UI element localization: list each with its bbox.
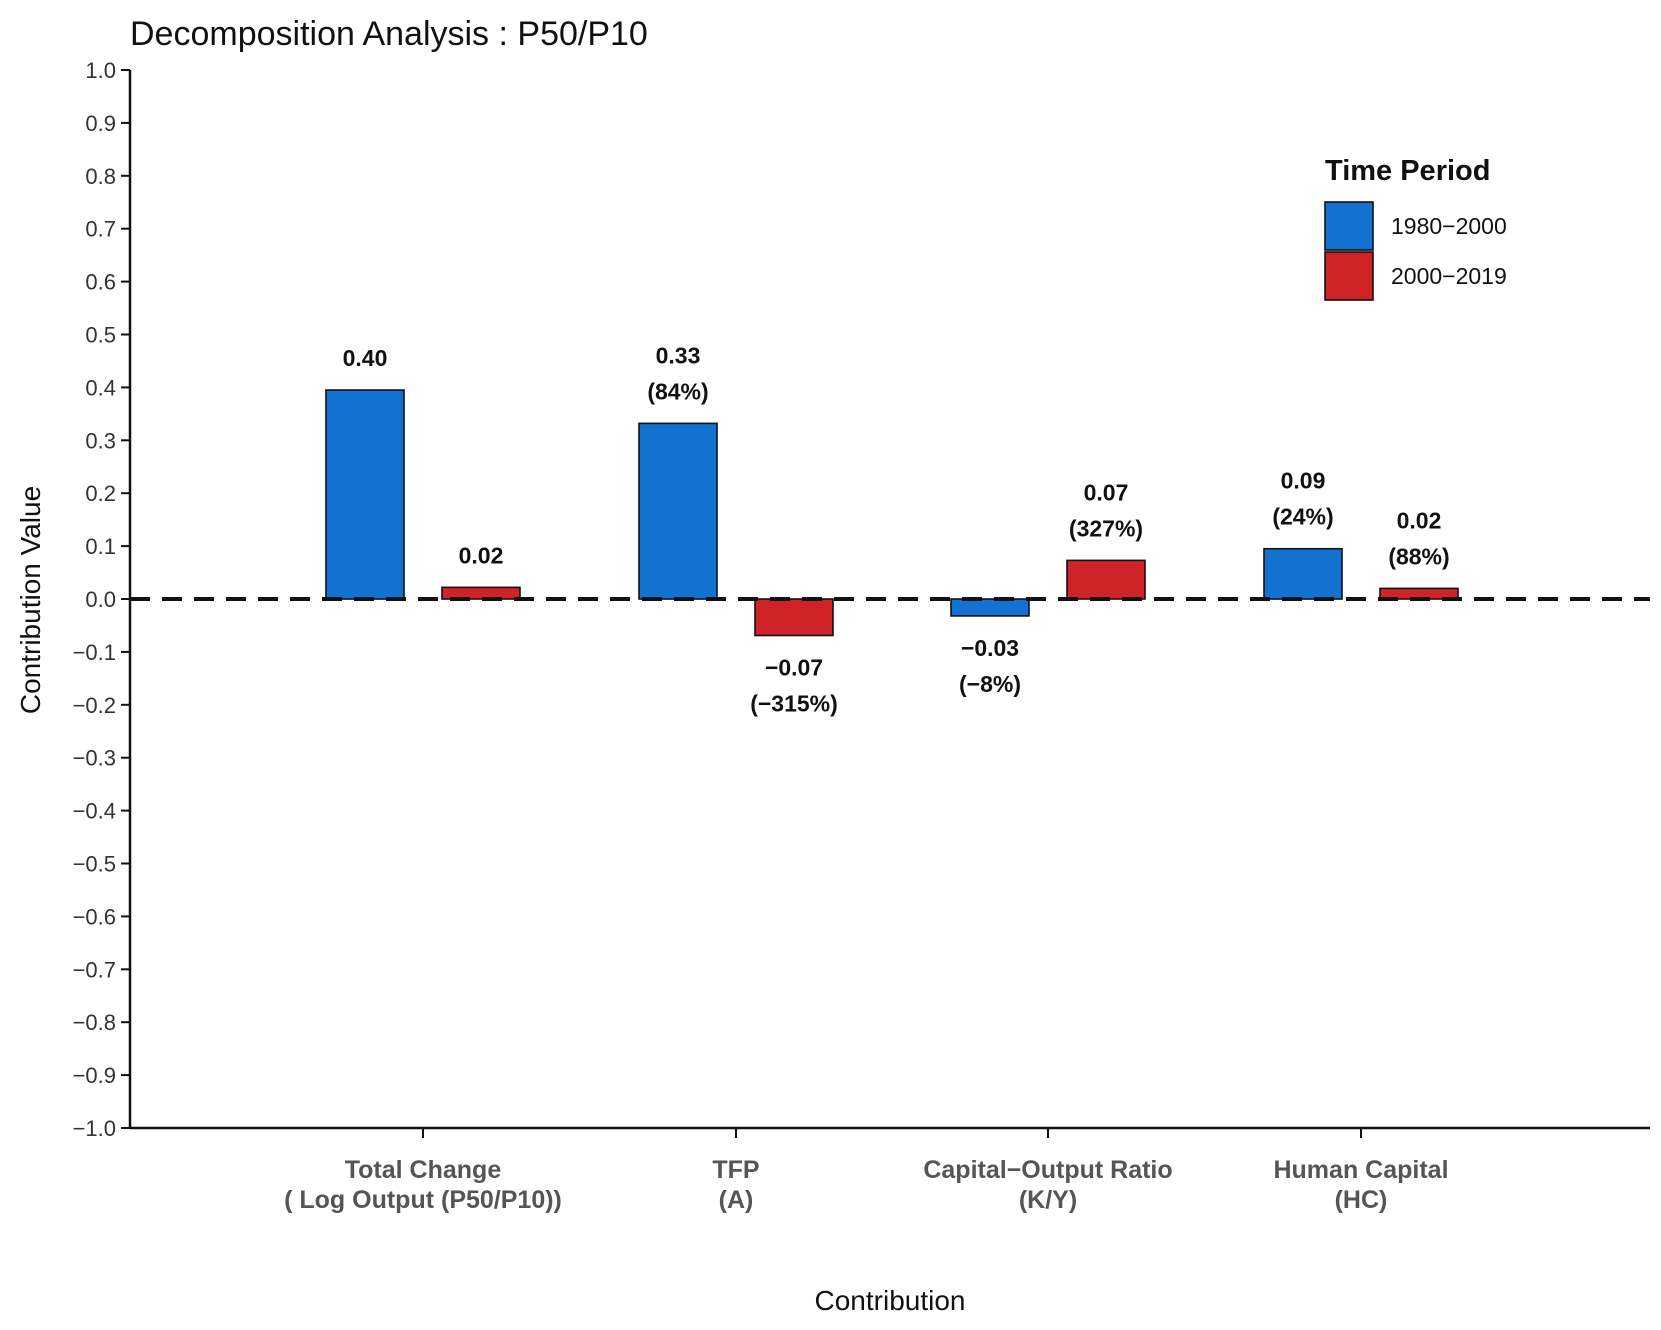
chart-title: Decomposition Analysis : P50/P10 [130, 15, 648, 53]
bar [638, 422, 718, 600]
y-tick-label: −0.5 [73, 852, 116, 877]
y-tick-label: 0.2 [85, 481, 116, 506]
y-tick-label: 0.7 [85, 217, 116, 242]
y-tick-label: 0.9 [85, 111, 116, 136]
y-tick-label: 0.1 [85, 534, 116, 559]
data-label: 0.33 (84%) [647, 342, 708, 404]
x-axis: Total Change( Log Output (P50/P10)) TFP (A… [130, 1126, 1650, 1214]
data-label: −0.03 (−8%) [959, 635, 1021, 697]
legend-label: 1980−2000 [1391, 213, 1507, 239]
x-tick-label: Human Capital (HC) [1273, 1156, 1448, 1214]
y-tick-label: −0.9 [73, 1063, 116, 1088]
y-tick-label: 0.3 [85, 428, 116, 453]
legend-swatch [1324, 251, 1374, 301]
bars [130, 389, 1650, 637]
legend-label: 2000−2019 [1391, 263, 1507, 289]
y-tick-label: −0.8 [73, 1010, 116, 1035]
x-tick-label: TFP (A) [712, 1156, 759, 1214]
bar [441, 586, 521, 600]
y-tick-label: 0.6 [85, 270, 116, 295]
y-axis-title: Contribution Value [15, 486, 46, 714]
y-tick-label: −0.1 [73, 640, 116, 665]
bar [1066, 559, 1146, 600]
x-tick-label: Capital−Output Ratio (K/Y) [923, 1156, 1172, 1214]
y-tick-label: 0.4 [85, 375, 116, 400]
legend: Time Period 1980−2000 2000−2019 [1324, 155, 1507, 301]
data-label: −0.07 (−315%) [750, 655, 838, 717]
y-tick-label: −0.7 [73, 957, 116, 982]
y-tick-label: 0.0 [85, 587, 116, 612]
y-tick-label: 1.0 [85, 58, 116, 83]
legend-swatch [1324, 201, 1374, 251]
y-tick-label: 0.8 [85, 164, 116, 189]
bar [1263, 547, 1343, 600]
y-tick-label: −0.6 [73, 904, 116, 929]
legend-title: Time Period [1325, 155, 1490, 187]
bar [325, 389, 405, 600]
x-tick-label: Total Change( Log Output (P50/P10)) [284, 1156, 562, 1214]
y-tick-label: 0.5 [85, 323, 116, 348]
y-axis: −1.0 −0.9 −0.8 −0.7 −0.6 −0.5 −0.4 −0.3 −0.2 −0.1… [73, 58, 132, 1141]
data-label: 0.02 [459, 542, 504, 568]
data-label: 0.02 (88%) [1388, 507, 1449, 569]
y-tick-label: −0.2 [73, 693, 116, 718]
y-tick-label: −1.0 [73, 1116, 116, 1141]
data-label: 0.09 (24%) [1272, 468, 1333, 530]
bar [754, 598, 834, 637]
x-axis-title: Contribution [815, 1285, 966, 1316]
data-labels: 0.40 0.33 (84%) −0.03 (−8%) 0.09 (24%) 0.02 −0.0… [343, 342, 1450, 716]
data-label: 0.07 (327%) [1069, 479, 1143, 541]
bar [950, 598, 1030, 617]
data-label: 0.40 [343, 345, 388, 371]
y-tick-label: −0.4 [73, 799, 116, 824]
y-tick-label: −0.3 [73, 746, 116, 771]
